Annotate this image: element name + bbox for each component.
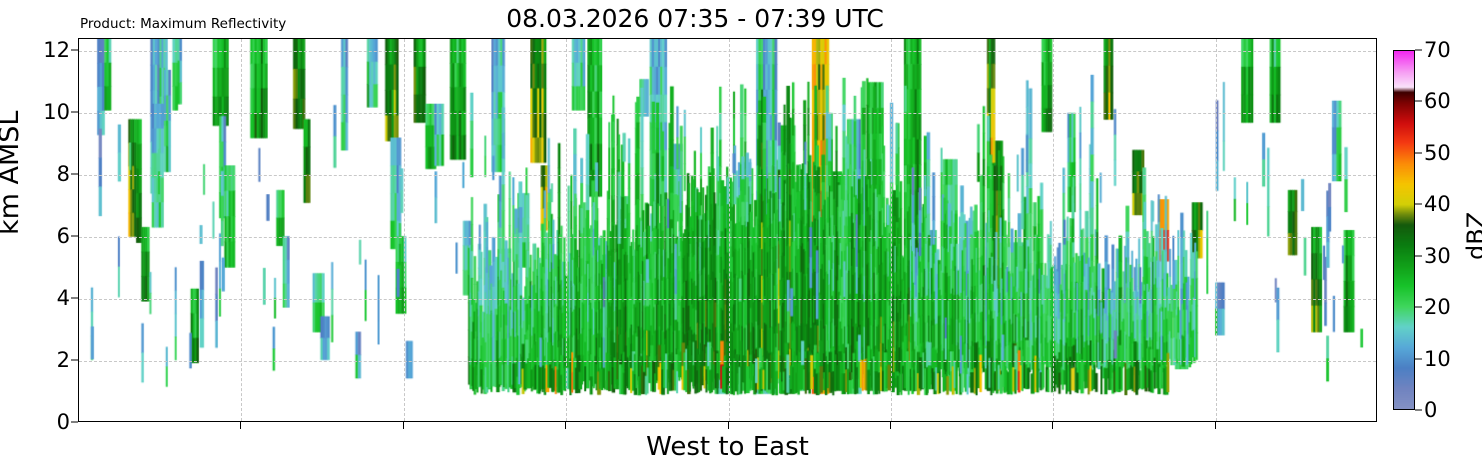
gridline-horizontal bbox=[79, 51, 1376, 53]
gridline-vertical bbox=[403, 39, 405, 421]
gridline-horizontal bbox=[79, 175, 1376, 177]
colorbar-tick bbox=[1415, 409, 1422, 411]
gridline-vertical bbox=[890, 39, 892, 421]
gridline-vertical bbox=[1215, 39, 1217, 421]
page-title: 08.03.2026 07:35 - 07:39 UTC bbox=[506, 4, 884, 33]
gridline-horizontal bbox=[79, 113, 1376, 115]
colorbar-tick-label: 70 bbox=[1424, 38, 1451, 62]
colorbar-gradient bbox=[1393, 50, 1415, 410]
y-axis-tick-label: 6 bbox=[56, 224, 70, 249]
y-axis-tick-label: 4 bbox=[56, 286, 70, 311]
colorbar-unit-label: dBZ bbox=[1462, 211, 1482, 260]
gridline-vertical bbox=[241, 39, 243, 421]
colorbar-tick bbox=[1415, 49, 1422, 51]
colorbar-tick-label: 0 bbox=[1424, 398, 1438, 422]
y-axis-tick bbox=[71, 235, 78, 237]
x-axis-tick bbox=[402, 422, 404, 429]
colorbar-tick bbox=[1415, 203, 1422, 205]
y-axis-tick bbox=[71, 111, 78, 113]
x-axis-label: West to East bbox=[646, 432, 809, 462]
x-axis-tick bbox=[1214, 422, 1216, 429]
colorbar-tick bbox=[1415, 152, 1422, 154]
y-axis-tick bbox=[71, 359, 78, 361]
y-axis-tick-label: 10 bbox=[43, 100, 70, 125]
gridline-horizontal bbox=[79, 299, 1376, 301]
plot-area bbox=[78, 38, 1377, 422]
gridline-vertical bbox=[728, 39, 730, 421]
colorbar-tick-label: 50 bbox=[1424, 140, 1451, 165]
product-label: Product: Maximum Reflectivity bbox=[80, 16, 287, 32]
x-axis-tick bbox=[889, 422, 891, 429]
x-axis-tick bbox=[1052, 422, 1054, 429]
colorbar-tick-label: 20 bbox=[1424, 295, 1451, 320]
colorbar-tick bbox=[1415, 306, 1422, 308]
colorbar-tick-label: 40 bbox=[1424, 192, 1451, 217]
x-axis-tick bbox=[240, 422, 242, 429]
y-axis-label: km AMSL bbox=[0, 110, 25, 235]
x-axis-tick bbox=[727, 422, 729, 429]
colorbar-tick bbox=[1415, 255, 1422, 257]
y-axis-tick-label: 2 bbox=[56, 348, 70, 373]
gridline-horizontal bbox=[79, 237, 1376, 239]
y-axis-tick-label: 0 bbox=[56, 410, 70, 434]
y-axis-tick bbox=[71, 421, 78, 423]
colorbar-tick bbox=[1415, 100, 1422, 102]
gridline-horizontal bbox=[79, 361, 1376, 363]
colorbar-tick bbox=[1415, 358, 1422, 360]
y-axis-tick bbox=[71, 297, 78, 299]
colorbar-tick-label: 60 bbox=[1424, 89, 1451, 114]
y-axis-tick-label: 12 bbox=[43, 38, 70, 63]
y-axis-tick bbox=[71, 49, 78, 51]
colorbar bbox=[1393, 50, 1415, 410]
colorbar-tick-label: 10 bbox=[1424, 346, 1451, 371]
colorbar-tick-label: 30 bbox=[1424, 243, 1451, 268]
x-axis-tick bbox=[565, 422, 567, 429]
y-axis-tick-label: 8 bbox=[56, 162, 70, 187]
gridline-vertical bbox=[566, 39, 568, 421]
reflectivity-heatmap bbox=[79, 39, 1376, 421]
gridline-vertical bbox=[1053, 39, 1055, 421]
y-axis-tick bbox=[71, 173, 78, 175]
